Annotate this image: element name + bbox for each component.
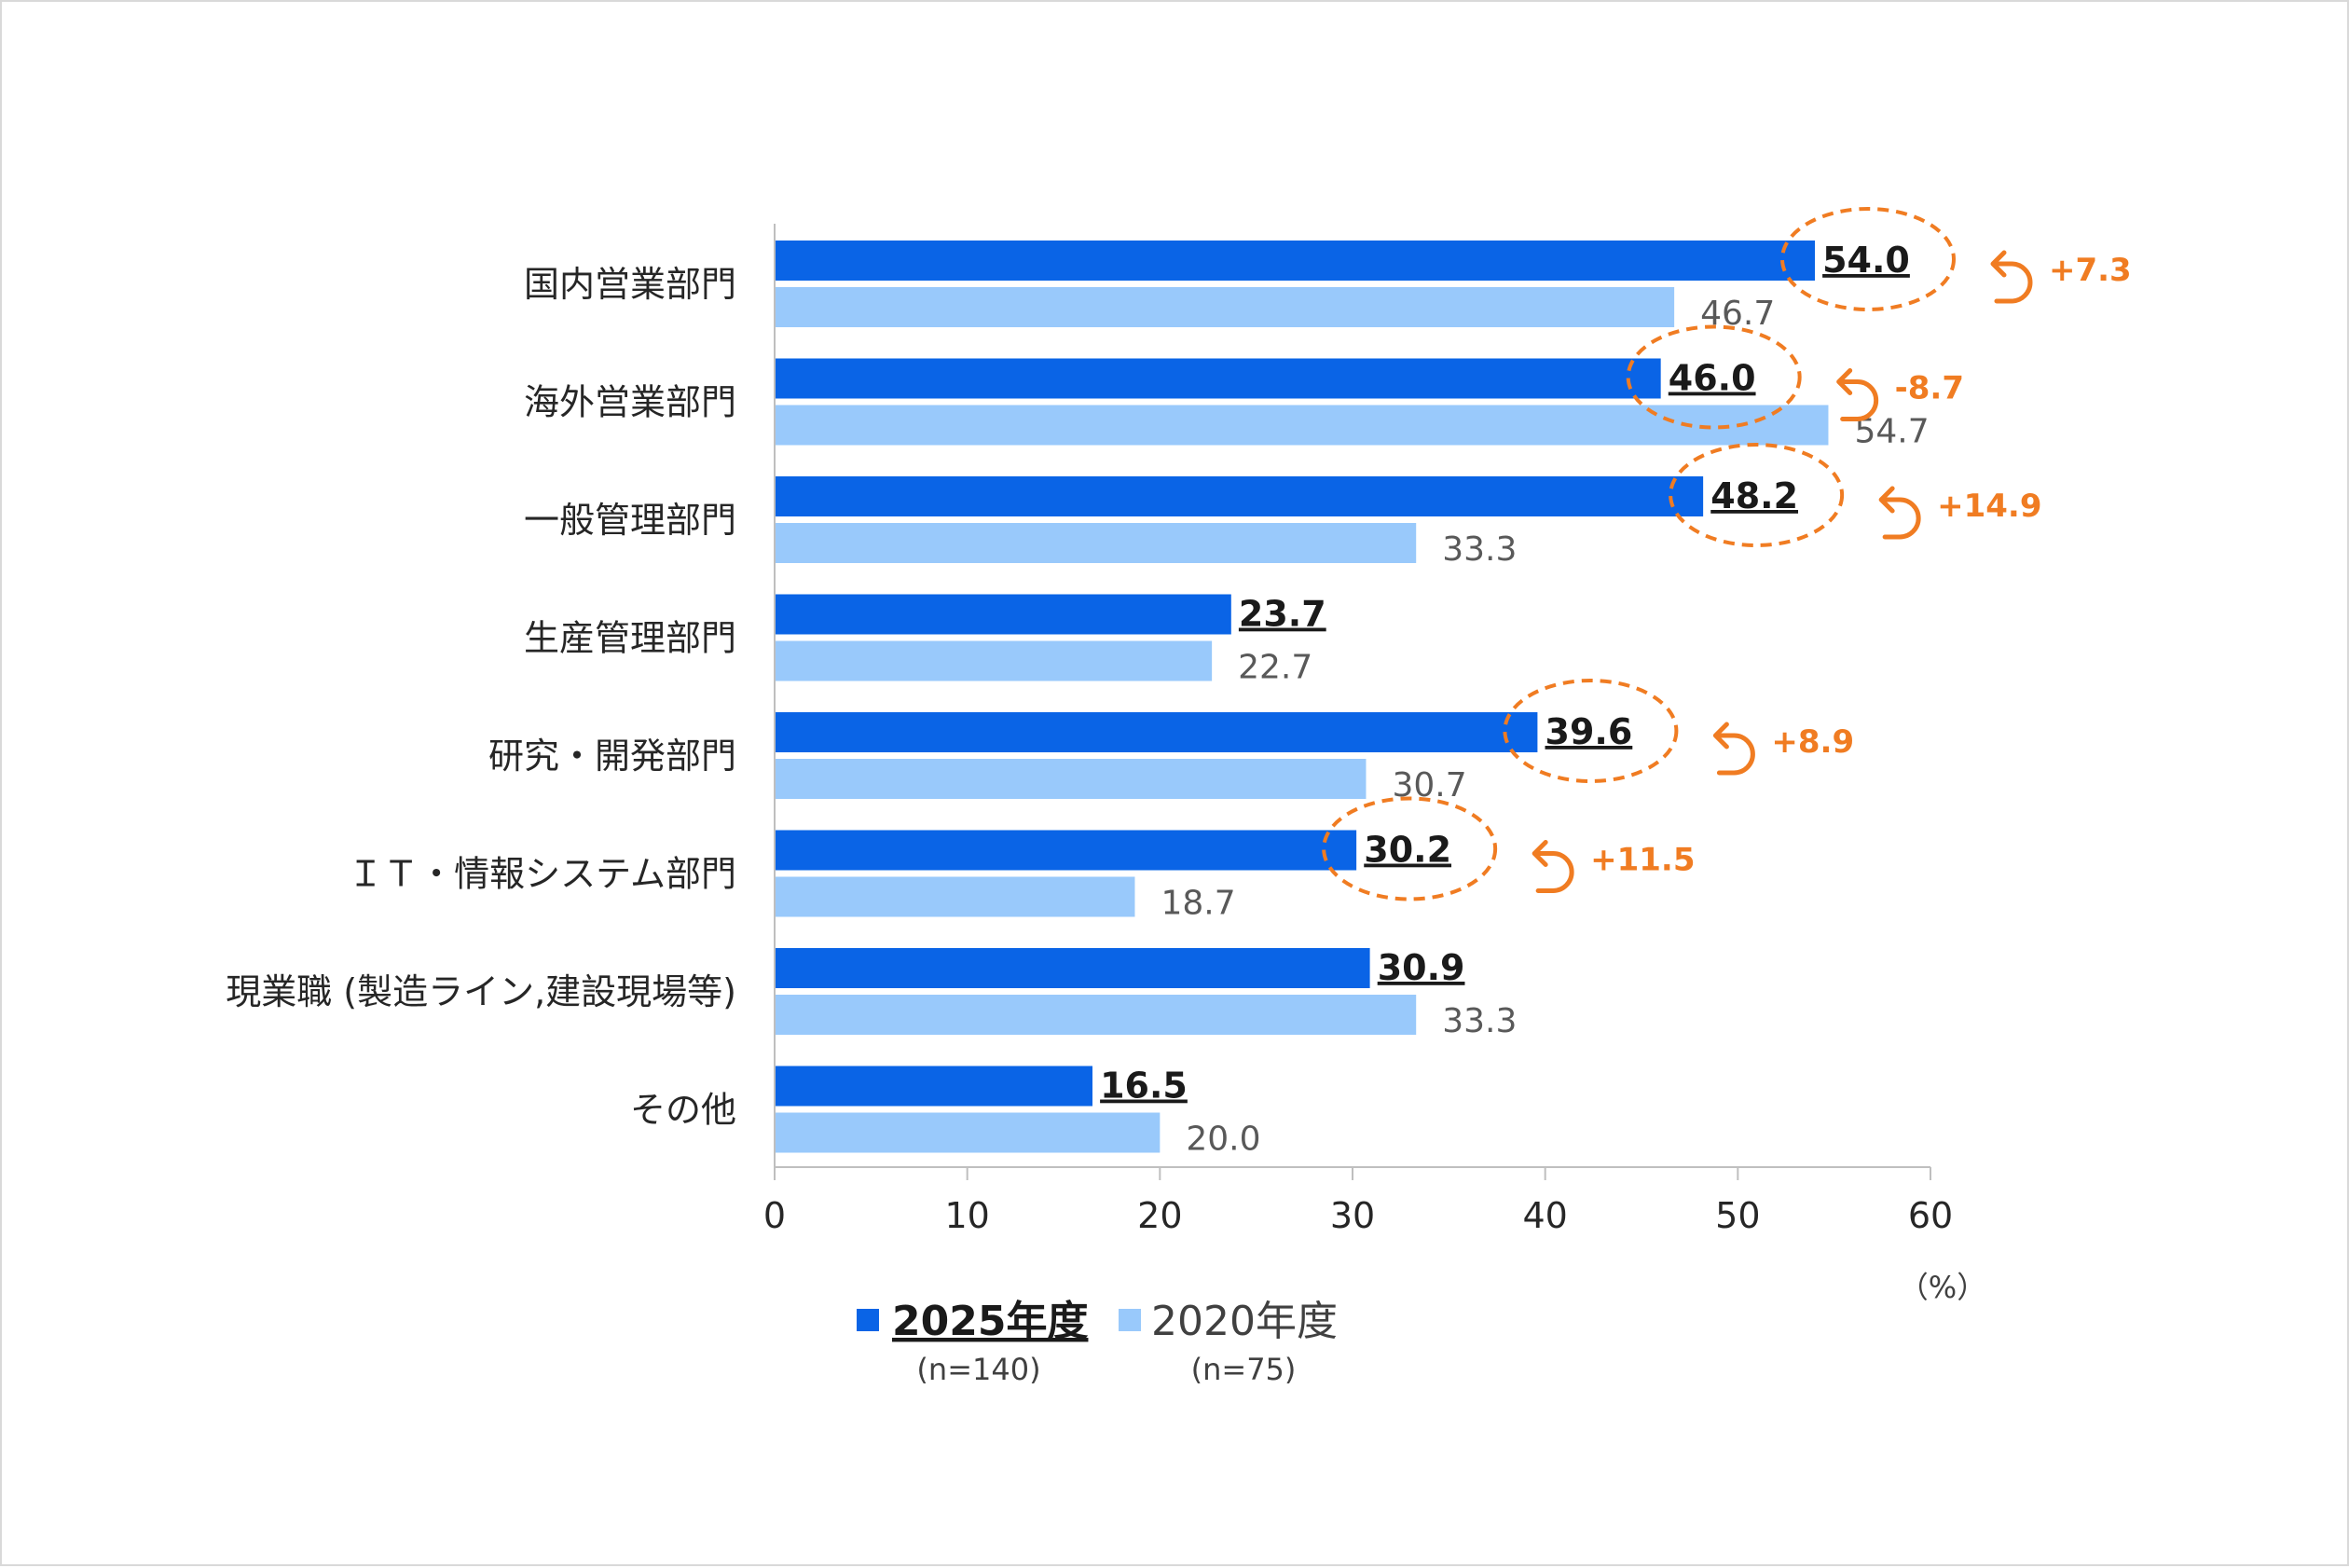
highlight-ellipse bbox=[1669, 443, 1845, 547]
value-label-2025: 16.5 bbox=[1100, 1066, 1188, 1107]
x-tick-label: 10 bbox=[944, 1195, 989, 1236]
bar-2025 bbox=[775, 241, 1815, 281]
change-arrow-icon bbox=[1836, 368, 1879, 421]
change-label: +11.5 bbox=[1590, 842, 1695, 879]
category-label: その他 bbox=[630, 1090, 736, 1131]
bar-2025 bbox=[775, 1066, 1092, 1107]
change-arrow-icon bbox=[1712, 722, 1755, 776]
value-label-2025: 46.0 bbox=[1669, 358, 1756, 399]
bar-2025 bbox=[775, 358, 1661, 399]
category-label: 国内営業部門 bbox=[524, 264, 736, 305]
value-label-2025: 39.6 bbox=[1545, 711, 1633, 752]
bar-2020 bbox=[775, 995, 1417, 1035]
bar-2020 bbox=[775, 523, 1417, 563]
value-label-2020: 18.7 bbox=[1161, 885, 1235, 923]
value-label-2020: 33.3 bbox=[1442, 530, 1517, 569]
category-label: 現業職 (製造ライン,建設現場等) bbox=[226, 971, 736, 1012]
bar-2020 bbox=[775, 759, 1367, 799]
category-label: 一般管理部門 bbox=[524, 500, 736, 541]
highlight-ellipse bbox=[1322, 796, 1498, 901]
category-label: 生産管理部門 bbox=[524, 618, 736, 659]
category-label: ＩＴ・情報システム部門 bbox=[348, 854, 736, 895]
legend-swatch-2025 bbox=[857, 1309, 879, 1331]
legend-label-2025: 2025年度 bbox=[892, 1298, 1088, 1345]
x-tick-label: 40 bbox=[1522, 1195, 1567, 1236]
change-label: +14.9 bbox=[1937, 488, 2041, 525]
category-label: 研究・開発部門 bbox=[488, 736, 736, 777]
change-arrow-icon bbox=[1878, 486, 1921, 540]
change-arrow-icon bbox=[1532, 840, 1574, 893]
value-label-2020: 22.7 bbox=[1238, 649, 1312, 687]
value-label-2025: 30.9 bbox=[1378, 947, 1465, 988]
value-label-2025: 54.0 bbox=[1822, 240, 1910, 281]
bar-2025 bbox=[775, 830, 1357, 871]
change-arrow-icon bbox=[1990, 250, 2033, 304]
unit-label: （%） bbox=[1899, 1270, 1986, 1305]
x-tick-label: 20 bbox=[1137, 1195, 1182, 1236]
legend-swatch-2020 bbox=[1119, 1309, 1141, 1331]
highlight-ellipse bbox=[1503, 679, 1679, 783]
x-tick-label: 60 bbox=[1908, 1195, 1953, 1236]
x-tick-label: 30 bbox=[1330, 1195, 1375, 1236]
value-label-2025: 30.2 bbox=[1364, 830, 1451, 871]
bar-2025 bbox=[775, 476, 1704, 516]
category-label: 海外営業部門 bbox=[524, 382, 736, 423]
value-label-2025: 48.2 bbox=[1710, 475, 1798, 516]
bar-2020 bbox=[775, 1112, 1161, 1153]
legend-label-2020: 2020年度 bbox=[1151, 1298, 1338, 1345]
legend-n-2025: (n=140) bbox=[916, 1352, 1040, 1387]
value-label-2020: 33.3 bbox=[1442, 1002, 1517, 1040]
highlight-ellipse bbox=[1780, 207, 1956, 311]
bar-2020 bbox=[775, 876, 1135, 917]
value-label-2020: 20.0 bbox=[1186, 1121, 1260, 1159]
change-label: +8.9 bbox=[1771, 723, 1854, 761]
highlight-ellipse bbox=[1626, 324, 1802, 430]
bar-2025 bbox=[775, 594, 1231, 635]
bar-2025 bbox=[775, 948, 1370, 988]
value-label-2025: 23.7 bbox=[1239, 594, 1326, 635]
bar-2025 bbox=[775, 712, 1538, 752]
bar-2020 bbox=[775, 405, 1829, 446]
x-tick-label: 50 bbox=[1715, 1195, 1760, 1236]
x-tick-label: 0 bbox=[763, 1195, 786, 1236]
legend-n-2020: (n=75) bbox=[1191, 1352, 1297, 1387]
bar-2020 bbox=[775, 287, 1675, 327]
change-label: +7.3 bbox=[2049, 252, 2132, 289]
change-label: -8.7 bbox=[1895, 370, 1964, 407]
bar-2020 bbox=[775, 640, 1213, 681]
